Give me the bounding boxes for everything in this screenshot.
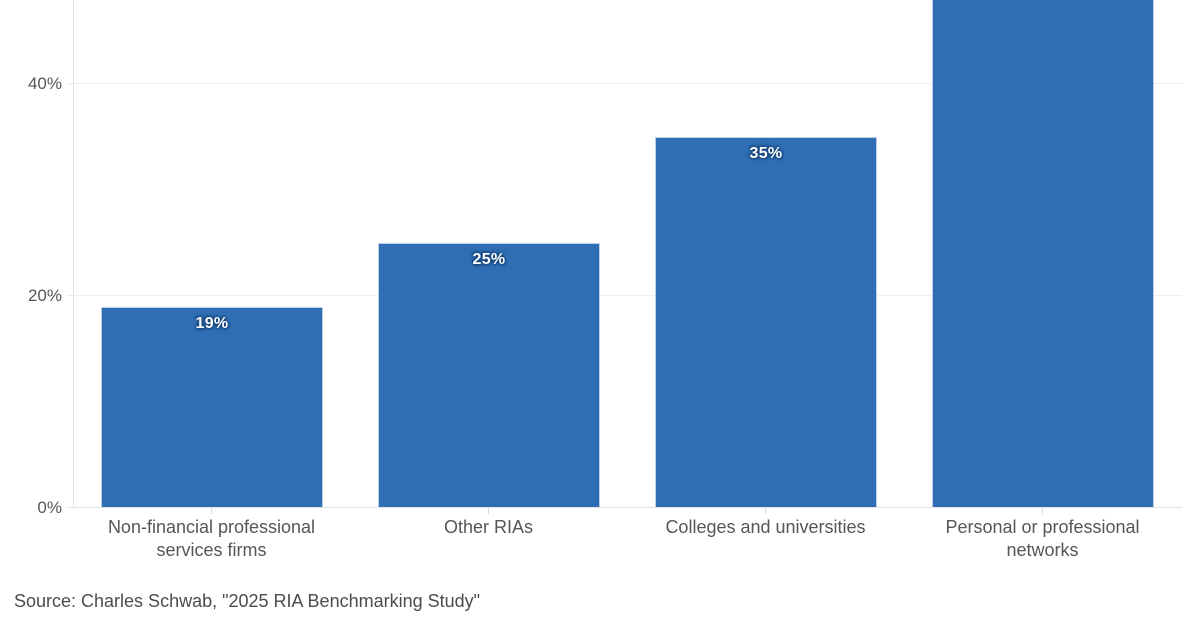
x-axis-tick [765,508,766,514]
gridline-40pct [67,83,1182,84]
category-label-personal-networks: Personal or professional networks [945,517,1140,560]
bar-value-label: 25% [472,251,506,268]
x-axis-tick [211,508,212,514]
category-label-colleges-universities: Colleges and universities [665,517,866,537]
bar-colleges-universities: 35% [655,137,877,508]
source-note: Source: Charles Schwab, "2025 RIA Benchm… [14,591,481,611]
gridline-20pct [67,295,1182,296]
y-axis-label-20: 20% [27,286,62,305]
category-label-non-financial-firms: Non-financial professional services firm… [107,517,316,560]
bar-personal-networks [932,0,1154,508]
plot-area: 19% 25% 35% [67,0,1182,514]
y-axis-label-40: 40% [27,74,62,93]
x-axis-line [67,507,1182,508]
category-label-other-rias: Other RIAs [443,517,534,537]
bar-value-label: 35% [749,145,783,162]
bar-other-rias: 25% [378,243,600,508]
bar-value-label: 19% [195,314,229,332]
bar-non-financial-firms: 19% [101,306,323,508]
x-axis-tick [488,508,489,514]
x-axis-labels: Non-financial professional services firm… [73,516,1181,578]
y-axis-label-0: 0% [37,498,62,517]
x-axis-tick [1042,508,1043,514]
